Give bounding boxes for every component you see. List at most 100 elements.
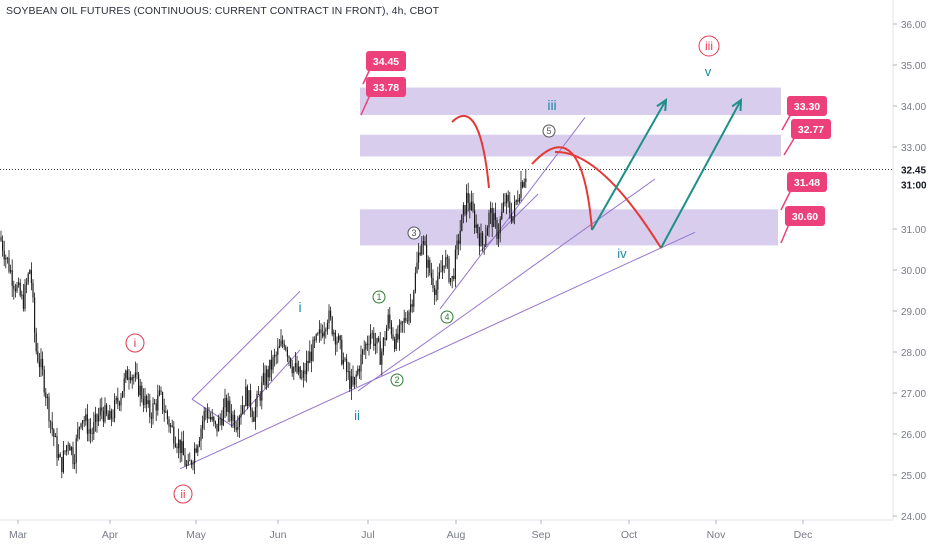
wave-label-wave-i-red: i <box>134 336 137 350</box>
candle-body <box>149 400 151 417</box>
candle-body <box>78 427 80 430</box>
forecast-arrow-1[interactable] <box>591 99 667 231</box>
candle-body <box>14 288 16 292</box>
candle-body <box>186 464 188 466</box>
candle-body <box>205 410 207 412</box>
candle-body <box>350 376 352 389</box>
candle-body <box>168 418 170 427</box>
candle-body <box>456 240 458 250</box>
target-zone-zone-2[interactable] <box>360 134 781 157</box>
candle-body <box>195 448 197 453</box>
candle-body <box>486 227 488 236</box>
candle-body <box>302 370 304 378</box>
candle-body <box>40 358 42 368</box>
forecast-arrow-2[interactable] <box>660 99 742 249</box>
candle-body <box>402 321 404 323</box>
target-zone-zone-1[interactable] <box>360 87 781 116</box>
candle-body <box>443 265 445 267</box>
candle-body <box>334 332 336 345</box>
trendline-secondary-support[interactable] <box>357 178 656 392</box>
trendline-channel-lower[interactable] <box>479 193 539 252</box>
y-tick-label: 35.00 <box>901 61 926 72</box>
candle-body <box>442 265 444 272</box>
candle-body <box>48 396 50 422</box>
candle-body <box>203 411 205 422</box>
candle-body <box>352 376 354 385</box>
candle-body <box>293 367 295 374</box>
channel-i-lower[interactable] <box>231 349 301 427</box>
candle-body <box>469 202 471 210</box>
wave-circle-wave-1-green <box>372 290 386 304</box>
forecast-arrow-1-head[interactable] <box>656 98 668 112</box>
candle-body <box>30 270 32 283</box>
candle-body <box>408 311 410 322</box>
candle-body <box>414 272 416 292</box>
candle-body <box>118 402 120 406</box>
y-tick-label: 26.00 <box>901 430 926 441</box>
candle-body <box>59 454 61 458</box>
forecast-curve-drop-2[interactable] <box>554 150 662 249</box>
candle-body <box>514 202 516 217</box>
channel-i-upper[interactable] <box>191 290 301 400</box>
forecast-curve-bounce[interactable] <box>451 115 490 189</box>
candle-body <box>510 213 512 222</box>
candle-body <box>314 339 316 341</box>
candle-body <box>96 414 98 422</box>
x-tick-label: Jul <box>361 529 374 541</box>
candle-body <box>440 271 442 273</box>
candle-body <box>470 201 472 210</box>
candle-body <box>306 360 308 375</box>
current-price-badge <box>894 161 932 177</box>
candle-body <box>331 317 333 335</box>
price-label-label-30-60: 30.60 <box>792 211 818 223</box>
candle-body <box>488 212 490 228</box>
candle-body <box>509 201 511 214</box>
trendline-channel-upper[interactable] <box>439 117 586 310</box>
candle-body <box>187 460 189 465</box>
candle-body <box>182 441 184 456</box>
candle-body <box>216 423 218 432</box>
candle-body <box>150 416 152 419</box>
price-label-bg <box>785 206 825 226</box>
candle-body <box>178 439 180 449</box>
candle-body <box>18 282 20 286</box>
candle-body <box>75 438 77 463</box>
y-tick-label: 28.00 <box>901 348 926 359</box>
forecast-arrow-2-head[interactable] <box>731 97 743 112</box>
candle-body <box>283 343 285 348</box>
trendline-main-support[interactable] <box>179 231 696 470</box>
candle-body <box>435 289 437 295</box>
candle-body <box>480 232 482 247</box>
candle-body <box>296 362 298 373</box>
candle-body <box>429 259 431 273</box>
candle-body <box>394 339 396 349</box>
candle-body <box>328 310 330 324</box>
candle-body <box>477 224 479 234</box>
candle-body <box>411 304 413 307</box>
candle-body <box>418 252 420 263</box>
candle-body <box>250 390 252 411</box>
candle-body <box>53 429 55 438</box>
candle-body <box>288 356 290 359</box>
candle-body <box>10 270 12 272</box>
candle-body <box>275 354 277 356</box>
current-time-badge <box>894 177 932 193</box>
candle-body <box>192 463 194 465</box>
candle-body <box>238 417 240 428</box>
candle-body <box>29 270 31 274</box>
y-tick-label: 30.00 <box>901 266 926 277</box>
candle-body <box>322 333 324 337</box>
candle-body <box>173 426 175 444</box>
candle-body <box>74 462 76 465</box>
candle-body <box>240 413 242 418</box>
candle-body <box>218 418 220 432</box>
target-zone-zone-3[interactable] <box>360 209 778 246</box>
x-tick-label: Nov <box>707 529 726 541</box>
candle-body <box>115 397 117 401</box>
candle-body <box>395 333 397 349</box>
wave-circle-wave-2-green <box>390 373 404 387</box>
candle-body <box>490 208 492 213</box>
candle-body <box>339 335 341 340</box>
